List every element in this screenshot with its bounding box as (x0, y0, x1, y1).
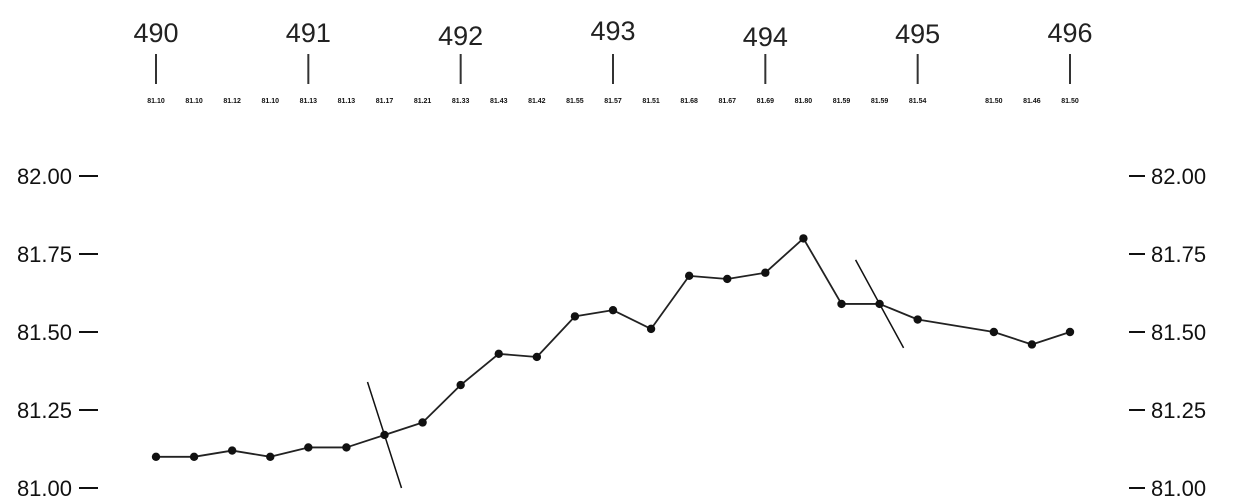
right-tick-label: 81.75 (1151, 242, 1206, 267)
value-labels: 81.10 81.10 81.12 81.10 81.13 81.13 81.17 81.21… (147, 98, 1079, 105)
data-point (494, 349, 503, 359)
station-label: 492 (438, 21, 483, 51)
data-point (684, 271, 694, 281)
data-point (418, 418, 427, 427)
value-label: 81.59 (871, 98, 889, 105)
data-point (913, 315, 922, 324)
data-point (837, 299, 846, 309)
value-label: 81.13 (300, 98, 318, 105)
data-point (266, 452, 275, 461)
data-point (723, 274, 732, 284)
data-point (151, 452, 161, 461)
value-label: 81.33 (452, 98, 470, 105)
value-label: 81.10 (147, 98, 165, 105)
station-label: 494 (743, 22, 788, 52)
data-point (646, 324, 656, 334)
value-label: 81.12 (223, 98, 241, 105)
data-point (456, 380, 465, 390)
value-label: 81.10 (261, 98, 279, 105)
left-tick-label: 81.75 (17, 242, 72, 267)
data-point (799, 234, 808, 243)
break-marks (366, 259, 905, 489)
left-tick-label: 81.00 (17, 476, 72, 501)
value-label: 81.46 (1023, 98, 1041, 105)
data-point (189, 452, 199, 461)
value-label: 81.17 (376, 98, 394, 105)
left-y-axis: 82.00 81.75 81.50 81.25 81.00 (17, 164, 98, 501)
right-y-axis: 82.00 81.75 81.50 81.25 81.00 (1129, 164, 1206, 501)
value-label: 81.21 (414, 98, 432, 105)
right-tick-label: 81.00 (1151, 476, 1206, 501)
left-tick-label: 82.00 (17, 164, 72, 189)
value-label: 81.10 (185, 98, 203, 105)
data-point (1027, 340, 1037, 349)
value-label: 81.50 (985, 98, 1003, 105)
value-label: 81.50 (1061, 98, 1079, 105)
value-label: 81.67 (718, 98, 736, 105)
value-label: 81.68 (680, 98, 698, 105)
value-label: 81.42 (528, 98, 546, 105)
data-point (761, 268, 770, 277)
station-label: 490 (133, 18, 178, 48)
station-label: 496 (1047, 18, 1092, 48)
station-label: 493 (590, 16, 635, 46)
station-label: 491 (286, 18, 331, 48)
left-tick-label: 81.50 (17, 320, 72, 345)
value-label: 81.51 (642, 98, 660, 105)
data-point (227, 446, 237, 455)
data-point (608, 305, 618, 315)
right-tick-label: 81.25 (1151, 398, 1206, 423)
value-label: 81.57 (604, 98, 622, 105)
series-layer (151, 234, 1075, 461)
station-labels: 490 491 492 493 494 495 496 (133, 16, 1093, 84)
data-point (989, 327, 999, 337)
data-point (570, 312, 580, 321)
value-label: 81.54 (909, 98, 927, 105)
data-point (342, 443, 351, 452)
series-line (155, 237, 1071, 458)
break-mark (854, 259, 905, 349)
value-label: 81.43 (490, 98, 508, 105)
data-point (1065, 327, 1075, 337)
data-point (304, 443, 313, 452)
right-tick-label: 81.50 (1151, 320, 1206, 345)
value-label: 81.55 (566, 98, 584, 105)
value-label: 81.13 (338, 98, 356, 105)
left-tick-label: 81.25 (17, 398, 72, 423)
station-label: 495 (895, 19, 940, 49)
value-label: 81.69 (757, 98, 775, 105)
value-label: 81.80 (795, 98, 813, 105)
data-point (532, 352, 542, 362)
right-tick-label: 82.00 (1151, 164, 1206, 189)
value-label: 81.59 (833, 98, 851, 105)
break-mark (366, 381, 403, 489)
